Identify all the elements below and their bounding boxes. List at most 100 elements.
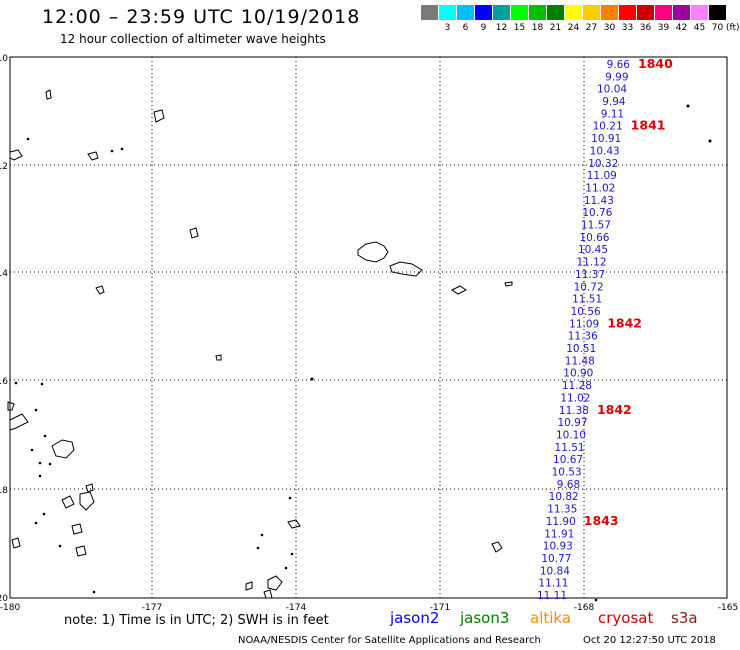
wave-height-label: 11.48 [565,355,595,367]
credit-line: NOAA/NESDIS Center for Satellite Applica… [238,635,541,646]
wave-height-label: 11.36 [568,331,598,343]
color-swatch [601,5,618,20]
wave-height-label: 11.91 [544,528,574,540]
island [287,519,301,529]
wave-height-label: 9.94 [602,96,626,108]
wave-height-label: 11.02 [560,392,590,404]
color-swatch [421,5,438,20]
wave-height-label: 10.91 [591,133,621,145]
wave-height-label: 10.97 [557,417,587,429]
color-scale-label: 3 [444,23,451,33]
island [189,227,199,239]
island [95,285,105,295]
satellite-track: 9.669.9910.049.949.1110.2110.9110.4310.3… [537,56,673,602]
island [245,581,253,591]
satellite-name: jason2 [390,609,440,627]
color-swatch [583,5,600,20]
wave-height-label: 11.51 [572,294,602,306]
color-swatch [619,5,636,20]
color-swatch [493,5,510,20]
color-scale-label: 33 [621,23,634,33]
map-title: 12:00 – 23:59 UTC 10/19/2018 [42,6,361,28]
color-swatch [457,5,474,20]
wave-height-label: 10.53 [552,467,582,479]
wave-height-label: 11.12 [576,257,606,269]
wave-height-label: 11.90 [546,516,576,528]
island [9,149,23,161]
color-scale-label: 45 [693,23,706,33]
coastlines [7,89,513,599]
wave-height-label: 10.32 [588,158,618,170]
color-scale-label: 70 [711,23,724,33]
wave-height-label: 11.02 [585,182,615,194]
wave-height-label: 10.82 [549,491,579,503]
color-scale-label: 27 [585,23,598,33]
color-scale-label: 21 [549,23,562,33]
lon-label: -165 [718,603,738,613]
lon-label: -171 [430,603,450,613]
island [45,89,52,100]
island [85,483,94,493]
wave-height-label: 10.51 [566,343,596,355]
island [11,537,21,549]
color-swatch [547,5,564,20]
longitude-labels: -180 -177 -174 -171 -168 -165 [0,603,738,613]
latitude-labels: -10 -12 -14 -16 -18 -20 [0,54,8,604]
scale-unit: (ft) [726,23,740,33]
fiji-island [51,439,75,459]
map-frame [9,56,728,599]
footnote: note: 1) Time is in UTC; 2) SWH is in fe… [64,613,329,628]
time-marker: 1840 [638,56,673,71]
color-scale-label: 42 [675,23,688,33]
lat-label: -14 [0,269,8,279]
color-scale-label: 18 [531,23,544,33]
small-islets [14,104,712,602]
color-scale-label: 15 [513,23,526,33]
time-marker: 1842 [607,315,642,330]
wave-height-label: 11.09 [587,170,617,182]
wave-height-label: 9.99 [605,71,628,83]
wave-height-label: 10.93 [543,541,573,553]
wave-height-label: 9.11 [601,108,624,120]
wave-height-label: 10.43 [590,145,620,157]
island [9,413,29,431]
color-scale-label: 36 [639,23,652,33]
island [61,495,75,509]
island [153,109,165,123]
color-scale-label: 39 [657,23,670,33]
generated-timestamp: Oct 20 12:27:50 UTC 2018 [583,635,716,646]
time-marker: 1842 [597,402,632,417]
wave-height-label: 9.66 [607,59,631,71]
wave-height-label: 10.72 [574,281,604,293]
island [7,401,15,411]
color-swatch [439,5,456,20]
island [87,151,99,161]
wave-height-label: 10.21 [593,121,623,133]
color-scale-label: 30 [603,23,616,33]
island [215,354,222,361]
time-marker: 1843 [584,513,619,528]
color-scale-label: 24 [567,23,580,33]
wave-height-label: 10.77 [541,553,571,565]
island [491,541,503,553]
wave-height-label: 11.11 [538,578,568,590]
color-swatch [709,5,726,20]
savaii-island [357,241,389,263]
island [504,281,513,287]
island [451,285,467,295]
wave-height-label: 11.11 [537,590,567,602]
color-swatch [673,5,690,20]
color-scale-label: 12 [495,23,508,33]
wave-height-label: 11.09 [569,318,599,330]
island [71,523,83,535]
wave-height-label: 11.35 [547,504,577,516]
wave-height-label: 10.90 [563,368,593,380]
color-swatch [637,5,654,20]
color-swatch [565,5,582,20]
lon-label: -177 [142,603,162,613]
lat-label: -12 [0,162,8,172]
island [75,545,87,557]
lon-label: -180 [0,603,20,613]
time-marker: 1841 [631,118,666,133]
